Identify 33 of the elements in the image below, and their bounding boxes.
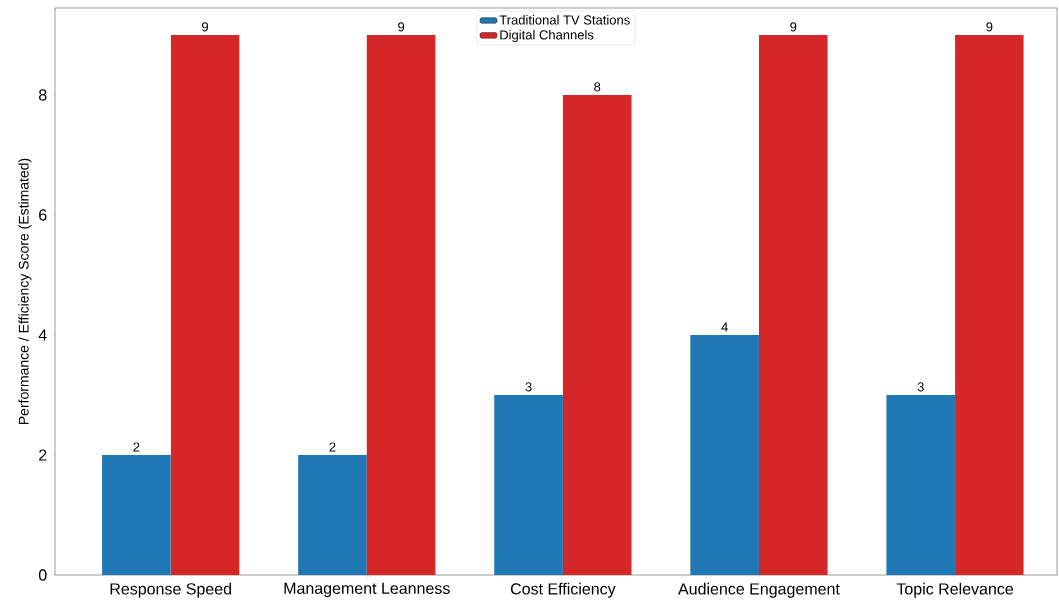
data-label: 8	[594, 82, 601, 92]
y-tick-label: 2	[39, 449, 47, 461]
bar	[102, 455, 171, 575]
data-label: 3	[525, 382, 532, 392]
bar	[562, 94, 632, 575]
y-axis-title: Performance / Efficiency Score (Estimated)	[18, 158, 32, 425]
bar	[170, 34, 240, 575]
data-label: 2	[133, 442, 140, 452]
x-tick-label: Topic Relevance	[896, 582, 1014, 598]
x-tick-label: Cost Efficiency	[510, 582, 616, 598]
legend-label: Traditional TV Stations	[499, 15, 630, 25]
data-label: 9	[790, 22, 797, 32]
legend-label: Digital Channels	[500, 29, 594, 43]
data-label: 9	[986, 22, 993, 32]
y-tick-label: 6	[39, 209, 47, 221]
y-tick-label: 8	[39, 89, 47, 101]
data-label: 9	[202, 22, 209, 32]
data-label: 4	[721, 322, 728, 332]
bar	[690, 335, 759, 575]
x-tick-label: Audience Engagement	[678, 582, 840, 598]
bar	[366, 34, 436, 575]
data-label: 3	[917, 382, 924, 392]
x-tick-label: Response Speed	[110, 582, 232, 598]
bar	[494, 395, 563, 575]
bar	[758, 34, 828, 575]
bar	[298, 455, 367, 575]
data-label: 9	[398, 22, 405, 32]
y-tick-label: 0	[38, 569, 47, 581]
x-tick-label: Management Leanness	[284, 582, 450, 598]
data-label: 2	[329, 442, 336, 452]
bar	[955, 34, 1024, 575]
y-tick-label: 4	[38, 329, 47, 341]
bar	[886, 395, 956, 575]
